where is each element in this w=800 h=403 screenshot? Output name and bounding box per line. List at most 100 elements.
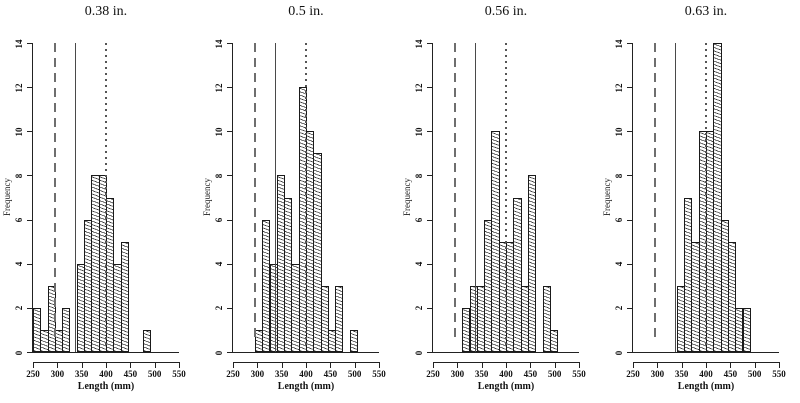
- x-tick-mark: [33, 362, 34, 368]
- x-axis-label: Length (mm): [477, 381, 535, 392]
- x-tick-mark: [233, 362, 234, 368]
- histogram-bar: [142, 329, 151, 352]
- histogram-bar: [742, 307, 751, 352]
- panel-title: 0.5 in.: [288, 4, 324, 19]
- x-tick-mark: [779, 362, 780, 368]
- x-tick-label: 300: [50, 369, 65, 379]
- y-tick-label: 6: [214, 217, 224, 223]
- x-tick-mark: [730, 362, 732, 368]
- plot-area: [633, 43, 779, 353]
- y-tick-mark: [27, 219, 33, 221]
- y-tick-label: 14: [614, 39, 624, 48]
- y-tick-mark: [627, 219, 633, 221]
- x-tick-mark: [579, 362, 580, 368]
- y-tick-label: 2: [14, 306, 24, 311]
- y-tick-label: 12: [414, 83, 424, 93]
- y-tick-mark: [27, 307, 33, 309]
- y-axis-label: Frequency: [602, 178, 612, 216]
- y-tick-label: 4: [614, 261, 624, 267]
- x-tick-mark: [257, 362, 259, 368]
- y-tick-mark: [427, 263, 433, 265]
- x-tick-mark: [657, 362, 659, 368]
- x-tick-mark: [379, 362, 380, 368]
- x-tick-label: 550: [372, 369, 386, 379]
- histogram-bar: [33, 307, 42, 352]
- x-tick-mark: [433, 362, 434, 368]
- x-tick-label: 250: [226, 369, 240, 379]
- y-tick-label: 10: [214, 127, 224, 137]
- panel-title: 0.56 in.: [484, 4, 528, 19]
- histogram-bar: [542, 285, 551, 352]
- x-tick-label: 450: [723, 369, 738, 379]
- y-tick-mark: [27, 43, 33, 44]
- x-tick-mark: [106, 362, 107, 368]
- x-tick-label: 350: [74, 369, 89, 379]
- y-tick-mark: [627, 352, 633, 353]
- histogram-bar: [713, 43, 722, 352]
- x-tick-label: 550: [572, 369, 586, 379]
- x-tick-label: 450: [323, 369, 338, 379]
- x-axis-label: Length (mm): [77, 381, 135, 392]
- reference-line-dotted: [505, 43, 507, 348]
- y-tick-mark: [627, 263, 633, 265]
- histogram-bar: [320, 285, 329, 352]
- y-tick-label: 6: [14, 217, 24, 223]
- x-tick-mark: [330, 362, 332, 368]
- y-tick-mark: [227, 175, 233, 177]
- y-tick-label: 10: [614, 127, 624, 137]
- y-tick-label: 10: [414, 127, 424, 137]
- x-tick-mark: [681, 362, 683, 368]
- y-tick-mark: [227, 219, 233, 221]
- y-tick-mark: [227, 87, 233, 89]
- y-tick-label: 8: [14, 173, 24, 179]
- x-tick-label: 550: [172, 369, 186, 379]
- y-axis-line: [432, 43, 433, 353]
- y-tick-mark: [227, 263, 233, 265]
- x-tick-mark: [57, 362, 59, 368]
- y-tick-label: 2: [414, 306, 424, 311]
- histogram-panel-0.38in: 0.38 in. Frequency Length (mm) 0 2 4 6 8 10 12…: [0, 0, 200, 403]
- y-tick-label: 8: [214, 173, 224, 179]
- x-axis-label: Length (mm): [677, 381, 735, 392]
- histogram-panel-0.56in: 0.56 in. Frequency Length (mm) 0 2 4 6 8 10 12…: [400, 0, 600, 403]
- x-tick-label: 500: [147, 369, 162, 379]
- reference-line-solid: [74, 43, 77, 352]
- y-tick-mark: [227, 131, 233, 133]
- y-tick-mark: [227, 43, 233, 44]
- histogram-bar: [527, 175, 537, 352]
- y-tick-mark: [27, 175, 33, 177]
- histogram-bar: [313, 153, 322, 352]
- y-tick-label: 4: [414, 261, 424, 267]
- x-axis-label: Length (mm): [277, 381, 335, 392]
- histogram-bar: [120, 241, 129, 352]
- x-tick-label: 500: [547, 369, 562, 379]
- reference-line-dotted: [305, 43, 307, 348]
- y-tick-label: 2: [614, 306, 624, 311]
- x-tick-label: 450: [123, 369, 138, 379]
- histogram-bar: [549, 329, 559, 352]
- reference-line-dashed: [453, 43, 456, 339]
- x-tick-label: 400: [99, 369, 113, 379]
- plot-area: [33, 43, 179, 353]
- y-tick-label: 12: [14, 83, 24, 93]
- x-tick-label: 350: [274, 369, 289, 379]
- histogram-bar: [335, 285, 344, 352]
- reference-line-solid: [674, 43, 677, 352]
- x-tick-mark: [354, 362, 356, 368]
- x-tick-mark: [130, 362, 132, 368]
- x-tick-label: 400: [699, 369, 713, 379]
- y-tick-mark: [627, 43, 633, 44]
- y-tick-label: 14: [414, 39, 424, 48]
- y-tick-mark: [27, 263, 33, 265]
- x-tick-label: 350: [474, 369, 489, 379]
- y-tick-mark: [627, 175, 633, 177]
- reference-line-dotted: [105, 43, 107, 348]
- x-tick-mark: [306, 362, 307, 368]
- y-tick-mark: [227, 352, 233, 353]
- y-tick-label: 12: [214, 83, 224, 93]
- x-tick-label: 550: [772, 369, 786, 379]
- y-tick-label: 4: [14, 261, 24, 267]
- y-tick-mark: [227, 307, 233, 309]
- y-tick-mark: [627, 307, 633, 309]
